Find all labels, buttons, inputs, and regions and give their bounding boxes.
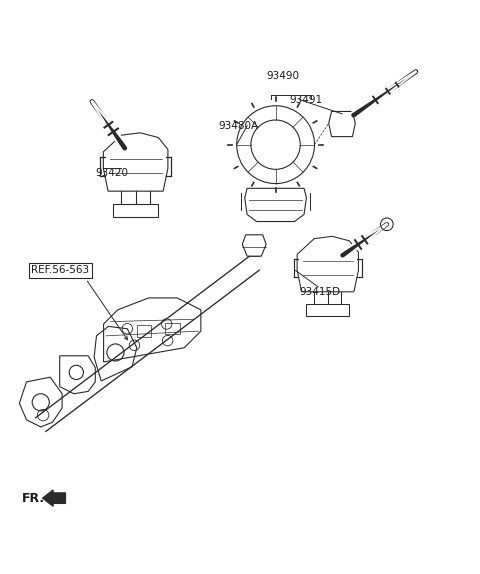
Text: 93490: 93490 (266, 71, 299, 81)
Text: 93491: 93491 (290, 95, 323, 104)
Text: 93420: 93420 (96, 168, 128, 178)
Text: 93415D: 93415D (300, 287, 340, 297)
Text: FR.: FR. (22, 491, 45, 505)
Text: REF.56-563: REF.56-563 (31, 265, 89, 276)
Text: 93480A: 93480A (219, 121, 259, 131)
FancyArrow shape (43, 490, 65, 506)
